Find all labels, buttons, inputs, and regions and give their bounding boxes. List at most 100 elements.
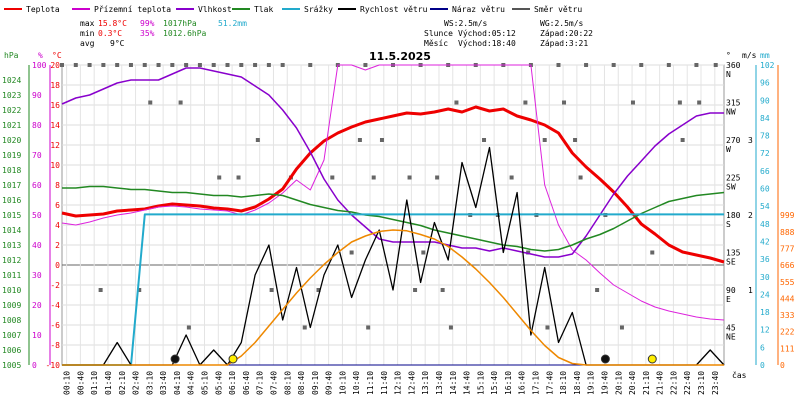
legend-label: Náraz větru (452, 5, 505, 14)
hpa-tick-label: 1022 (2, 106, 21, 115)
temp-tick-label: 4 (55, 221, 60, 230)
wind-dir-point (639, 63, 644, 67)
x-tick-label: 16:10 (504, 371, 513, 395)
wind-dir-point (186, 325, 191, 330)
marker-moonset (170, 354, 180, 364)
wind-dir-tick-label: 180 (726, 211, 741, 220)
wind-speed-tick-label: 1 (748, 286, 753, 295)
wind-dir-point (697, 100, 702, 105)
rain-tick-label: 30 (760, 273, 770, 282)
temp-tick-label: -6 (50, 321, 60, 330)
rain-tick-label: 78 (760, 132, 770, 141)
hpa-tick-label: 1018 (2, 166, 21, 175)
series-line (62, 185, 725, 252)
wind-dir-name: NE (726, 333, 736, 342)
solar-tick-label: 666 (780, 261, 795, 270)
x-tick-label: 17:40 (545, 371, 554, 395)
x-tick-label: 18:40 (573, 371, 582, 395)
solar-tick-label: 888 (780, 228, 795, 237)
x-tick-label: 00:40 (76, 371, 85, 395)
rain-tick-label: 36 (760, 255, 770, 264)
wind-dir-name: E (726, 295, 731, 304)
wind-dir-point (302, 325, 307, 330)
wind-dir-tick-label: 90 (726, 286, 736, 295)
wind-dir-point (178, 100, 183, 105)
x-tick-label: 01:10 (90, 371, 99, 395)
temp-tick-label: -10 (46, 361, 61, 370)
wind-dir-point (60, 63, 64, 67)
wind-dir-point (366, 325, 371, 330)
legend-label: Směr větru (534, 5, 582, 14)
legend-label: Teplota (26, 5, 60, 14)
legend-label: Rychlost větru (360, 5, 428, 14)
pct-tick-label: 30 (32, 271, 42, 280)
legend-label: Přízemní teplota (94, 5, 171, 14)
sun-moon-panel: WS:2.5m/s WG:2.5m/s Slunce Východ:05:12 … (424, 19, 593, 48)
wind-dir-point (573, 138, 578, 142)
legend: Teplota Přízemní teplota Vlhkost Tlak Srážky… (4, 5, 582, 14)
x-tick-label: 21:10 (642, 371, 651, 395)
wind-dir-point (680, 138, 685, 142)
hpa-tick-label: 1005 (2, 361, 21, 370)
wind-dir-name: SE (726, 258, 736, 267)
wind-dir-point (448, 325, 453, 330)
hpa-tick-label: 1014 (2, 226, 21, 235)
stats-max-press: 1017hPa (163, 19, 197, 28)
rain-tick-label: 54 (760, 202, 770, 211)
wind-dir-point (357, 138, 362, 142)
pct-tick-label: 10 (32, 331, 42, 340)
wind-speed-tick-label: 2 (748, 211, 753, 220)
rain-tick-label: 90 (760, 96, 770, 105)
wind-dir-point (170, 63, 175, 67)
x-tick-label: 12:40 (407, 371, 416, 395)
wind-dir-tick-label: 270 (726, 136, 741, 145)
hpa-tick-label: 1023 (2, 91, 21, 100)
stats-avg-label: avg (80, 39, 95, 48)
hpa-tick-label: 1015 (2, 211, 21, 220)
temp-tick-label: 12 (50, 141, 60, 150)
solar-tick-label: 222 (780, 328, 795, 337)
solar-tick-label: 333 (780, 311, 795, 320)
wind-dir-name: S (726, 220, 731, 229)
wind-dir-point (440, 288, 445, 292)
wind-dir-point (666, 63, 671, 67)
x-tick-label: 04:10 (173, 371, 182, 395)
x-tick-label: 22:10 (669, 371, 678, 395)
series-line (61, 105, 725, 264)
wind-dir-point (101, 63, 106, 67)
wind-dir-point (556, 63, 561, 67)
temp-tick-label: 16 (50, 101, 60, 110)
wind-dir-point (650, 250, 655, 255)
temp-tick-label: 6 (55, 201, 60, 210)
stats-min-label: min (80, 29, 95, 38)
chart-title: 11.5.2025 (369, 50, 431, 63)
wind-dir-point (128, 63, 133, 67)
stats-max-hum: 99% (140, 19, 155, 28)
sun-label: Slunce (424, 29, 453, 38)
hpa-tick-label: 1010 (2, 286, 21, 295)
wind-dir-point (87, 63, 92, 67)
rain-tick-label: 12 (760, 326, 770, 335)
legend-label: Tlak (254, 5, 273, 14)
wind-dir-point (371, 175, 376, 180)
wind-dir-point (156, 63, 161, 67)
solar-tick-label: 777 (780, 244, 795, 253)
x-tick-label: 20:10 (614, 371, 623, 395)
wind-dir-name: N (726, 70, 731, 79)
wind-dir-tick-label: 225 (726, 174, 741, 183)
temp-axis-title: °C (52, 51, 62, 60)
x-tick-label: 09:10 (311, 371, 320, 395)
hpa-tick-label: 1021 (2, 121, 21, 130)
temp-tick-label: 2 (55, 241, 60, 250)
rain-tick-label: 60 (760, 185, 770, 194)
hpa-tick-label: 1008 (2, 316, 21, 325)
sunset-time: Západ:20:22 (540, 29, 593, 38)
x-tick-label: 07:10 (256, 371, 265, 395)
x-tick-label: 02:10 (118, 371, 127, 395)
wind-dir-name: W (726, 145, 731, 154)
temp-tick-label: 18 (50, 81, 60, 90)
solar-tick-label: 555 (780, 278, 795, 287)
solar-tick-label: 999 (780, 211, 795, 220)
wind-dir-point (217, 175, 222, 180)
wind-dir-point (630, 100, 635, 105)
